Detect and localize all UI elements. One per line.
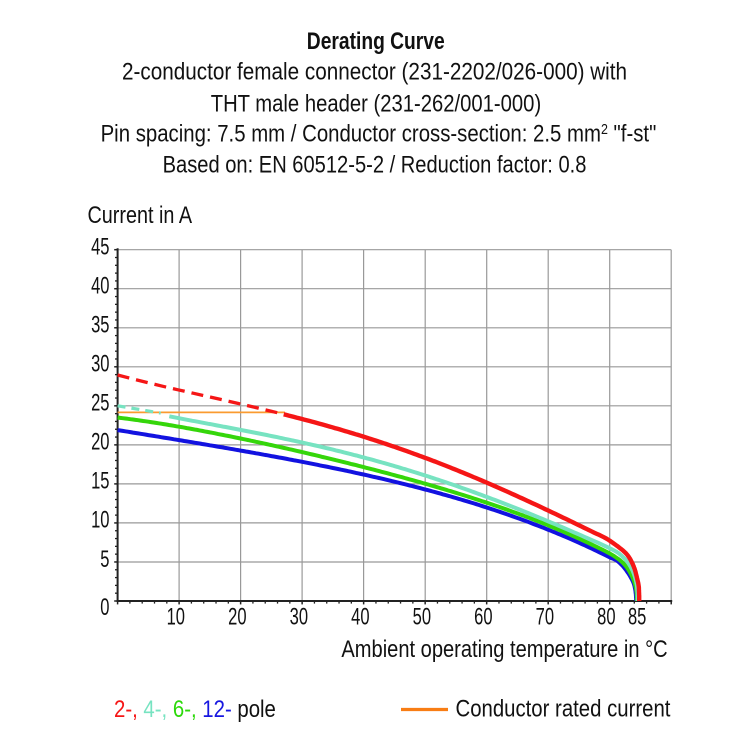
svg-text:2-, 4-, 6-, 12- pole: 2-, 4-, 6-, 12- pole [114, 695, 276, 722]
svg-text:20: 20 [91, 429, 109, 456]
svg-text:50: 50 [413, 603, 431, 630]
svg-text:THT male header (231-262/001-0: THT male header (231-262/001-000) [211, 90, 541, 117]
svg-text:Conductor rated current: Conductor rated current [456, 695, 672, 722]
svg-text:40: 40 [351, 603, 369, 630]
svg-text:Pin spacing: 7.5 mm / Conducto: Pin spacing: 7.5 mm / Conductor cross-se… [101, 120, 657, 147]
svg-text:0: 0 [100, 594, 109, 621]
svg-text:10: 10 [167, 603, 185, 630]
svg-text:Derating Curve: Derating Curve [307, 27, 445, 55]
svg-text:10: 10 [91, 507, 109, 534]
svg-text:30: 30 [91, 351, 109, 378]
svg-text:70: 70 [536, 603, 554, 630]
svg-text:Current in A: Current in A [88, 201, 193, 228]
svg-text:60: 60 [474, 603, 492, 630]
svg-text:25: 25 [91, 390, 109, 417]
svg-text:2-conductor female connector (: 2-conductor female connector (231-2202/0… [122, 57, 627, 85]
svg-text:Based on: EN 60512-5-2 / Reduc: Based on: EN 60512-5-2 / Reduction facto… [163, 151, 587, 178]
svg-text:45: 45 [91, 233, 109, 260]
svg-text:Ambient operating temperature: Ambient operating temperature in °C [341, 635, 667, 662]
svg-text:85: 85 [628, 603, 646, 630]
svg-text:40: 40 [91, 272, 109, 299]
svg-text:15: 15 [91, 468, 109, 495]
svg-text:20: 20 [228, 603, 246, 630]
svg-text:35: 35 [91, 311, 109, 338]
svg-text:30: 30 [290, 603, 308, 630]
svg-text:5: 5 [100, 546, 109, 573]
svg-text:80: 80 [597, 603, 615, 630]
